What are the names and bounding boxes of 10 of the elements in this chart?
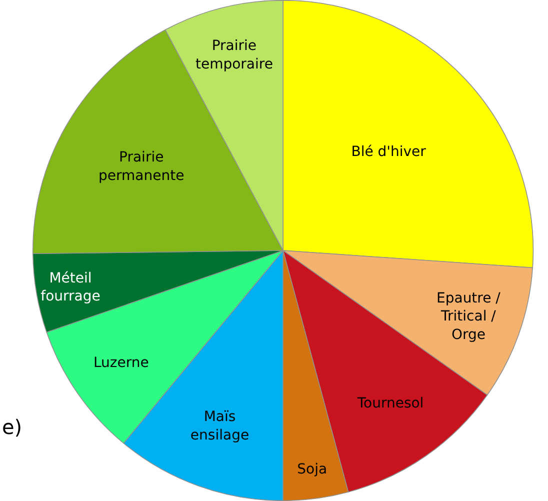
slice-label: Luzerne [93, 354, 149, 371]
slice-label: Prairie temporaire [195, 38, 273, 72]
slice-label: Epautre / Tritical / Orge [436, 290, 501, 343]
slice-label: Maïs ensilage [190, 409, 250, 444]
text: e) [2, 415, 22, 439]
slice-label: Prairie permanente [98, 150, 184, 184]
slice-label: Méteil fourrage [40, 270, 100, 305]
slice-label: Soja [297, 462, 328, 478]
slice-label: Blé d'hiver [351, 144, 426, 160]
slice-label: Tournesol [356, 396, 424, 412]
